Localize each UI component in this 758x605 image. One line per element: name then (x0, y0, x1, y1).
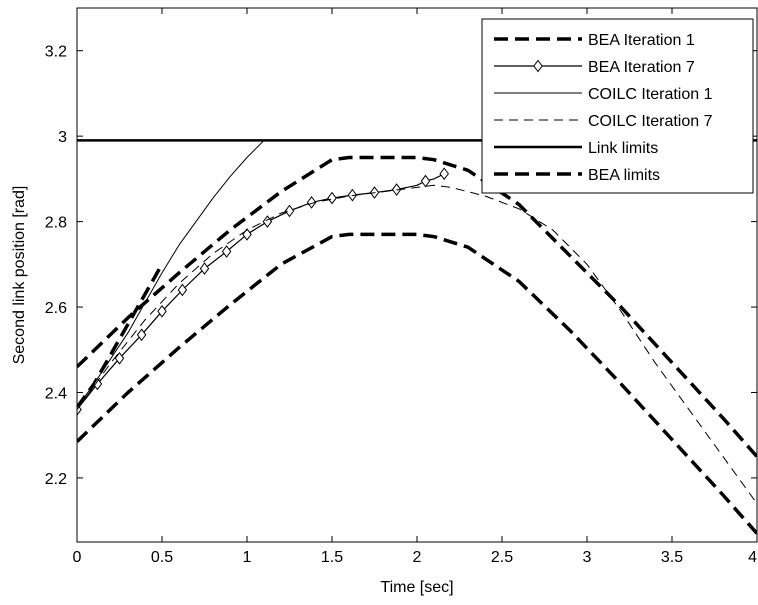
data-point-marker (177, 283, 188, 297)
legend-label: BEA Iteration 1 (588, 32, 695, 49)
y-tick-label: 2.4 (45, 385, 67, 402)
axis-tick-labels: 0 0.5 1 1.5 2 2.5 3 3.5 4 2.2 2.4 2.6 2.8 3 3.2 (45, 44, 757, 566)
data-point-marker (439, 167, 449, 181)
legend-label: BEA Iteration 7 (588, 59, 695, 76)
data-point-marker (199, 262, 210, 275)
data-point-marker (306, 196, 317, 209)
y-tick-label: 2.8 (45, 215, 67, 232)
x-tick-label: 1 (243, 549, 252, 566)
data-point-marker (284, 204, 295, 218)
x-tick-label: 3 (583, 549, 592, 566)
legend-marker (533, 59, 543, 73)
legend-label: BEA limits (588, 167, 660, 184)
y-tick-label: 2.6 (45, 300, 67, 317)
y-tick-label: 2.2 (45, 471, 67, 488)
legend-label: COILC Iteration 1 (588, 86, 713, 103)
data-point-marker (327, 191, 337, 205)
y-tick-label: 3.2 (45, 44, 67, 61)
plot-lines (77, 139, 757, 535)
x-axis-label: Time [sec] (380, 579, 453, 596)
series-line-coilc-iteration-1 (77, 140, 265, 408)
data-point-marker (420, 174, 431, 188)
data-point-marker (157, 304, 167, 318)
legend: BEA Iteration 1 BEA Iteration 7 COILC Iter… (481, 18, 754, 194)
y-tick-label: 3 (58, 129, 67, 146)
axis-ticks (76, 8, 758, 542)
x-tick-label: 2.5 (491, 549, 513, 566)
x-tick-label: 0.5 (151, 549, 173, 566)
data-point-marker (262, 215, 273, 228)
x-tick-label: 3.5 (661, 549, 683, 566)
series-line-bea-limits-lower (77, 232, 757, 535)
y-axis-label: Second link position [rad] (11, 186, 28, 365)
data-point-marker (221, 245, 232, 258)
x-tick-label: 2 (413, 549, 422, 566)
series-line-bea-iteration-7 (77, 173, 445, 410)
x-tick-label: 4 (748, 549, 757, 566)
series-line-bea-iteration-1 (77, 263, 164, 409)
series-line-coilc-iteration-7 (77, 184, 757, 504)
legend-label: COILC Iteration 7 (588, 113, 713, 130)
legend-box (481, 18, 754, 194)
x-tick-label: 1.5 (321, 549, 343, 566)
data-point-marker (114, 351, 125, 365)
series-line-bea-limits (77, 155, 757, 458)
data-point-marker (136, 328, 147, 342)
x-tick-label: 0 (73, 549, 82, 566)
legend-label: Link limits (588, 140, 658, 157)
